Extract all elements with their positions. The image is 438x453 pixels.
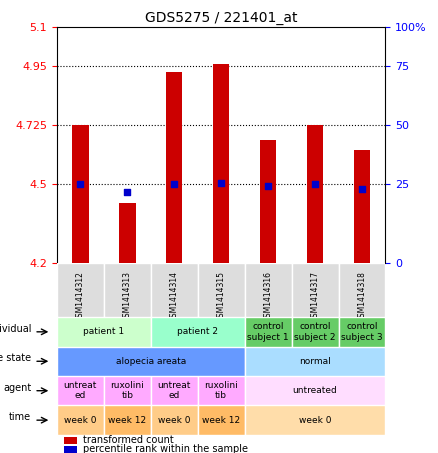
Text: patient 2: patient 2 [177,328,218,336]
Bar [307,125,323,263]
Point [218,179,225,187]
FancyBboxPatch shape [339,317,385,347]
FancyBboxPatch shape [57,376,104,405]
FancyBboxPatch shape [245,263,292,317]
Text: untreat
ed: untreat ed [158,381,191,400]
FancyBboxPatch shape [57,263,104,317]
Text: disease state: disease state [0,353,32,363]
Text: week 12: week 12 [202,416,240,424]
FancyBboxPatch shape [245,376,385,405]
Point [124,188,131,196]
Text: untreat
ed: untreat ed [64,381,97,400]
Text: untreated: untreated [293,386,337,395]
Text: time: time [9,412,32,422]
Text: GSM1414313: GSM1414313 [123,271,132,322]
Text: control
subject 3: control subject 3 [341,322,383,342]
Text: control
subject 1: control subject 1 [247,322,289,342]
Text: week 12: week 12 [108,416,146,424]
FancyBboxPatch shape [339,263,385,317]
Point [77,181,84,188]
FancyBboxPatch shape [292,317,339,347]
Point [265,182,272,189]
Text: control
subject 2: control subject 2 [294,322,336,342]
FancyBboxPatch shape [151,263,198,317]
FancyBboxPatch shape [104,405,151,435]
Bar [213,64,230,263]
FancyBboxPatch shape [245,317,292,347]
FancyBboxPatch shape [151,405,198,435]
Point [171,181,178,188]
Text: patient 1: patient 1 [83,328,124,336]
Text: transformed count: transformed count [83,435,174,445]
Bar [64,437,77,444]
Bar [166,72,183,263]
Point [311,181,318,188]
FancyBboxPatch shape [104,376,151,405]
FancyBboxPatch shape [198,405,245,435]
Title: GDS5275 / 221401_at: GDS5275 / 221401_at [145,11,297,25]
Text: GSM1414315: GSM1414315 [217,271,226,322]
Text: ruxolini
tib: ruxolini tib [204,381,238,400]
Text: GSM1414318: GSM1414318 [357,271,367,322]
Point [358,186,365,193]
FancyBboxPatch shape [245,347,385,376]
Text: percentile rank within the sample: percentile rank within the sample [83,444,248,453]
Text: ruxolini
tib: ruxolini tib [110,381,144,400]
Text: week 0: week 0 [158,416,191,424]
FancyBboxPatch shape [198,376,245,405]
FancyBboxPatch shape [151,376,198,405]
Bar [260,140,276,263]
Text: GSM1414314: GSM1414314 [170,271,179,322]
Text: GSM1414316: GSM1414316 [264,271,272,322]
Text: individual: individual [0,324,32,334]
Bar [64,446,77,453]
Text: agent: agent [3,383,32,393]
FancyBboxPatch shape [57,317,151,347]
Bar [119,202,135,263]
Text: GSM1414317: GSM1414317 [311,271,320,322]
FancyBboxPatch shape [245,405,385,435]
Text: week 0: week 0 [64,416,97,424]
FancyBboxPatch shape [292,263,339,317]
Text: normal: normal [299,357,331,366]
FancyBboxPatch shape [57,405,104,435]
FancyBboxPatch shape [151,317,245,347]
Text: GSM1414312: GSM1414312 [76,271,85,322]
FancyBboxPatch shape [57,347,245,376]
Bar [72,125,88,263]
Text: alopecia areata: alopecia areata [116,357,186,366]
Text: week 0: week 0 [299,416,331,424]
Bar [354,150,370,263]
FancyBboxPatch shape [104,263,151,317]
FancyBboxPatch shape [198,263,245,317]
